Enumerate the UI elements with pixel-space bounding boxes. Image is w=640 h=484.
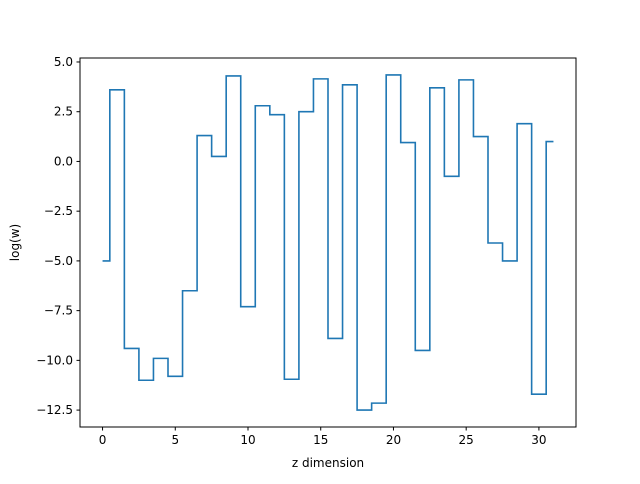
y-axis-label: log(w) (8, 224, 22, 261)
y-tick-label: −2.5 (44, 204, 73, 218)
x-axis-label: z dimension (292, 456, 364, 470)
y-tick-label: −7.5 (44, 304, 73, 318)
y-tick-label: 5.0 (54, 55, 73, 69)
x-tick-label: 5 (171, 433, 179, 447)
x-tick-label: 30 (531, 433, 546, 447)
x-tick-label: 10 (240, 433, 255, 447)
y-tick-label: 2.5 (54, 105, 73, 119)
x-tick-label: 15 (313, 433, 328, 447)
y-tick-label: −12.5 (36, 403, 73, 417)
x-tick-label: 20 (386, 433, 401, 447)
y-tick-label: 0.0 (54, 154, 73, 168)
y-tick-label: −10.0 (36, 353, 73, 367)
y-tick-label: −5.0 (44, 254, 73, 268)
x-tick-label: 0 (99, 433, 107, 447)
x-tick-label: 25 (459, 433, 474, 447)
